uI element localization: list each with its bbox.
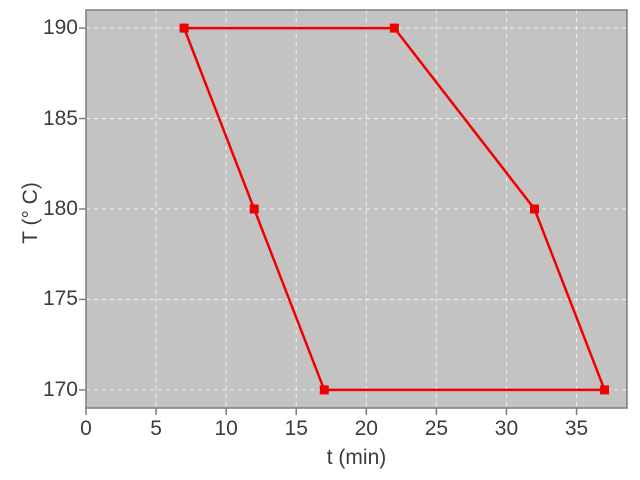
data-point-marker (319, 385, 329, 395)
y-tick-label: 190 (42, 16, 78, 40)
x-tick-label: 0 (80, 417, 92, 440)
x-tick-label: 10 (214, 417, 238, 440)
x-tick-label: 20 (354, 417, 378, 440)
y-axis-title: T (° C) (19, 182, 42, 244)
y-tick-label: 180 (42, 197, 78, 220)
x-tick-label: 35 (564, 417, 589, 440)
y-tick-label: 170 (42, 377, 78, 401)
x-tick-label: 25 (424, 417, 449, 440)
data-point-marker (389, 23, 399, 33)
x-tick-label: 30 (494, 417, 519, 440)
data-point-marker (529, 204, 539, 214)
data-point-marker (179, 23, 189, 33)
x-axis-title: t (min) (326, 446, 387, 469)
x-tick-label: 15 (284, 417, 308, 440)
y-tick-label: 185 (42, 106, 78, 130)
data-point-marker (249, 204, 259, 214)
y-tick-label: 175 (42, 287, 78, 311)
x-tick-label: 5 (150, 417, 162, 440)
data-point-marker (600, 385, 610, 395)
